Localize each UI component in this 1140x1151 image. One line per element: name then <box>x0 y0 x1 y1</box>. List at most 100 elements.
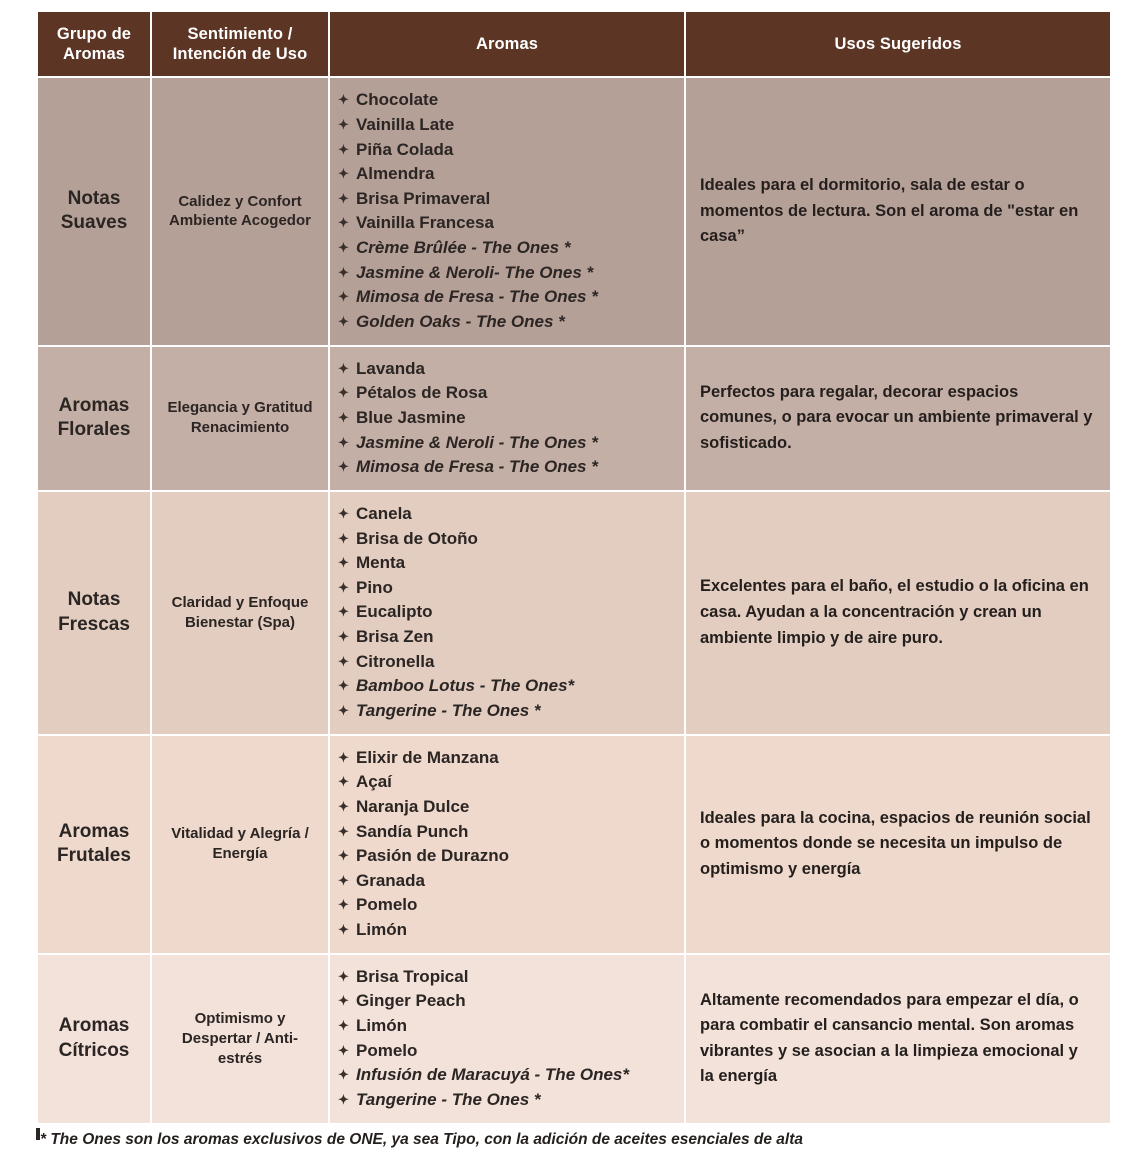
aroma-list-item: ✦ Brisa Primaveral <box>338 187 676 212</box>
sparkle-bullet-icon: ✦ <box>338 604 349 620</box>
aroma-list-item: ✦ Vainilla Late <box>338 113 676 138</box>
aroma-name: Golden Oaks - The Ones * <box>356 312 565 332</box>
aroma-list-item: ✦ Blue Jasmine <box>338 406 676 431</box>
aroma-list-item: ✦ Pétalos de Rosa <box>338 381 676 406</box>
sparkle-bullet-icon: ✦ <box>338 409 349 425</box>
sparkle-bullet-icon: ✦ <box>338 459 349 475</box>
aroma-list: ✦ Canela ✦ Brisa de Otoño ✦ Menta ✦ Pino ✦ Eucali… <box>338 502 676 724</box>
sparkle-bullet-icon: ✦ <box>338 823 349 839</box>
column-header-grupo-de-aromas: Grupo de Aromas <box>38 12 150 77</box>
sparkle-bullet-icon: ✦ <box>338 555 349 571</box>
sparkle-bullet-icon: ✦ <box>338 92 349 108</box>
sparkle-bullet-icon: ✦ <box>338 289 349 305</box>
table-header-row: Grupo de Aromas Sentimiento / Intención … <box>38 12 1110 77</box>
sparkle-bullet-icon: ✦ <box>338 702 349 718</box>
aroma-list-item: ✦ Infusión de Maracuyá - The Ones* <box>338 1063 676 1088</box>
aroma-list-item: ✦ Brisa Tropical <box>338 965 676 990</box>
aroma-list-item: ✦ Citronella <box>338 650 676 675</box>
aroma-list-item: ✦ Açaí <box>338 770 676 795</box>
cell-grupo-de-aromas: Aromas Frutales <box>38 735 150 953</box>
cell-sentimiento-intencion: Claridad y Enfoque Bienestar (Spa) <box>152 491 328 734</box>
aroma-list-item: ✦ Mimosa de Fresa - The Ones * <box>338 455 676 480</box>
aroma-name: Pomelo <box>356 895 418 915</box>
sparkle-bullet-icon: ✦ <box>338 678 349 694</box>
aroma-list-item: ✦ Eucalipto <box>338 600 676 625</box>
footnote-rule <box>36 1128 40 1140</box>
cell-aromas: ✦ Elixir de Manzana ✦ Açaí ✦ Naranja Dulce ✦ Sa… <box>330 735 684 953</box>
aroma-list-item: ✦ Limón <box>338 1014 676 1039</box>
cell-sentimiento-intencion: Vitalidad y Alegría / Energía <box>152 735 328 953</box>
table-body: Notas Suaves Calidez y Confort Ambiente A… <box>38 78 1110 1123</box>
aroma-list-item: ✦ Tangerine - The Ones * <box>338 1088 676 1113</box>
aroma-list: ✦ Lavanda ✦ Pétalos de Rosa ✦ Blue Jasmine ✦ Ja… <box>338 357 676 480</box>
aroma-name: Brisa Zen <box>356 627 434 647</box>
aroma-name: Sandía Punch <box>356 821 469 841</box>
aroma-name: Jasmine & Neroli- The Ones * <box>356 262 594 282</box>
aroma-name: Naranja Dulce <box>356 796 470 816</box>
sparkle-bullet-icon: ✦ <box>338 798 349 814</box>
sparkle-bullet-icon: ✦ <box>338 922 349 938</box>
cell-aromas: ✦ Brisa Tropical ✦ Ginger Peach ✦ Limón ✦ Pomel… <box>330 954 684 1123</box>
aroma-name: Tangerine - The Ones * <box>356 700 541 720</box>
aroma-list-item: ✦ Granada <box>338 869 676 894</box>
table-row: Aromas Frutales Vitalidad y Alegría / Ene… <box>38 735 1110 953</box>
aroma-list-item: ✦ Bamboo Lotus - The Ones* <box>338 674 676 699</box>
aroma-list: ✦ Elixir de Manzana ✦ Açaí ✦ Naranja Dulce ✦ Sa… <box>338 746 676 943</box>
aroma-name: Açaí <box>356 772 392 792</box>
sparkle-bullet-icon: ✦ <box>338 897 349 913</box>
sparkle-bullet-icon: ✦ <box>338 579 349 595</box>
aroma-list-item: ✦ Pasión de Durazno <box>338 844 676 869</box>
aroma-name: Brisa Tropical <box>356 966 469 986</box>
sparkle-bullet-icon: ✦ <box>338 385 349 401</box>
aroma-list-item: ✦ Limón <box>338 918 676 943</box>
aroma-list-item: ✦ Brisa de Otoño <box>338 527 676 552</box>
aroma-name: Piña Colada <box>356 139 454 159</box>
aroma-list-item: ✦ Elixir de Manzana <box>338 746 676 771</box>
footnote: * The Ones son los aromas exclusivos de … <box>40 1131 803 1148</box>
aroma-name: Chocolate <box>356 90 439 110</box>
cell-grupo-de-aromas: Notas Suaves <box>38 78 150 345</box>
aroma-name: Pino <box>356 577 393 597</box>
cell-grupo-de-aromas: Notas Frescas <box>38 491 150 734</box>
column-header-sentimiento-intencion: Sentimiento / Intención de Uso <box>152 12 328 77</box>
aroma-list-item: ✦ Pomelo <box>338 893 676 918</box>
aroma-list-item: ✦ Pomelo <box>338 1039 676 1064</box>
sparkle-bullet-icon: ✦ <box>338 629 349 645</box>
aroma-list-item: ✦ Golden Oaks - The Ones * <box>338 310 676 335</box>
aroma-list: ✦ Brisa Tropical ✦ Ginger Peach ✦ Limón ✦ Pomel… <box>338 965 676 1113</box>
cell-aromas: ✦ Lavanda ✦ Pétalos de Rosa ✦ Blue Jasmine ✦ Ja… <box>330 346 684 490</box>
aroma-name: Brisa de Otoño <box>356 528 478 548</box>
aroma-name: Granada <box>356 870 425 890</box>
sparkle-bullet-icon: ✦ <box>338 505 349 521</box>
sparkle-bullet-icon: ✦ <box>338 653 349 669</box>
aroma-name: Blue Jasmine <box>356 407 466 427</box>
sparkle-bullet-icon: ✦ <box>338 190 349 206</box>
aroma-list-item: ✦ Mimosa de Fresa - The Ones * <box>338 285 676 310</box>
sparkle-bullet-icon: ✦ <box>338 848 349 864</box>
cell-sentimiento-intencion: Optimismo y Despertar / Anti-estrés <box>152 954 328 1123</box>
aroma-name: Tangerine - The Ones * <box>356 1089 541 1109</box>
sparkle-bullet-icon: ✦ <box>338 749 349 765</box>
aroma-list-item: ✦ Naranja Dulce <box>338 795 676 820</box>
sparkle-bullet-icon: ✦ <box>338 1067 349 1083</box>
aroma-list-item: ✦ Ginger Peach <box>338 989 676 1014</box>
aroma-name: Pétalos de Rosa <box>356 383 488 403</box>
aroma-list-item: ✦ Jasmine & Neroli- The Ones * <box>338 261 676 286</box>
aroma-name: Canela <box>356 503 412 523</box>
aroma-name: Lavanda <box>356 358 425 378</box>
aroma-name: Mimosa de Fresa - The Ones * <box>356 457 598 477</box>
aroma-name: Almendra <box>356 164 435 184</box>
aroma-name: Bamboo Lotus - The Ones* <box>356 676 575 696</box>
table-row: Aromas Cítricos Optimismo y Despertar / A… <box>38 954 1110 1123</box>
aroma-name: Vainilla Francesa <box>356 213 494 233</box>
table-row: Aromas Florales Elegancia y Gratitud Rena… <box>38 346 1110 490</box>
aroma-name: Pomelo <box>356 1040 418 1060</box>
sparkle-bullet-icon: ✦ <box>338 116 349 132</box>
sparkle-bullet-icon: ✦ <box>338 530 349 546</box>
aroma-name: Mimosa de Fresa - The Ones * <box>356 287 598 307</box>
sparkle-bullet-icon: ✦ <box>338 264 349 280</box>
aroma-list-item: ✦ Sandía Punch <box>338 820 676 845</box>
sparkle-bullet-icon: ✦ <box>338 1042 349 1058</box>
aroma-name: Citronella <box>356 651 435 671</box>
aroma-name: Jasmine & Neroli - The Ones * <box>356 432 598 452</box>
